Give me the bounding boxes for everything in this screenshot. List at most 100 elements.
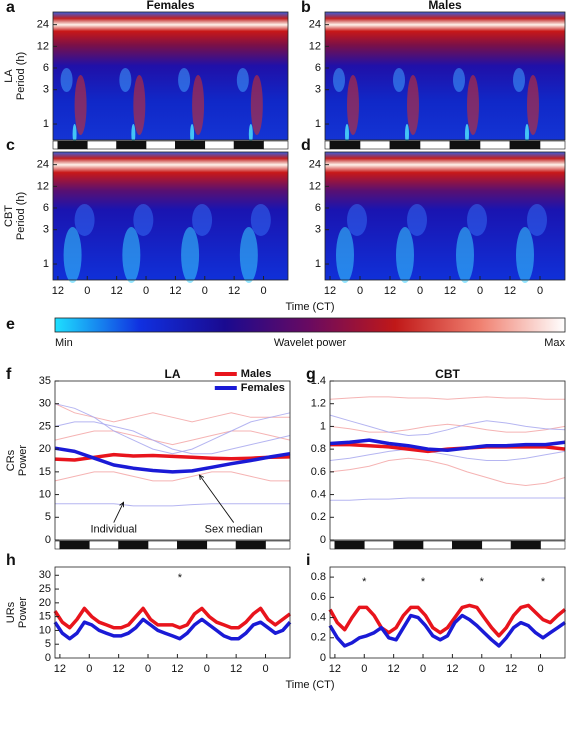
panel-letter: h [6,552,16,569]
texture [60,68,73,92]
light-phase [265,540,291,550]
y-tick-label: 24 [309,19,321,31]
x-tick-label: 12 [169,285,181,297]
heatmap [53,152,288,283]
texture [525,124,529,144]
x-tick-label: 0 [145,663,151,675]
texture [336,227,354,283]
y-tick-label: 0 [45,534,51,546]
legend-label: Females [241,382,285,394]
individual-line [54,403,291,455]
y-tick-label: 0.4 [311,488,326,500]
y-tick-label: 0 [45,652,51,664]
x-tick-label: 0 [262,663,268,675]
panel-letter: g [306,366,316,383]
annotation: Individual [91,523,137,535]
y-tick-label: 10 [39,624,51,636]
y-tick-label: 0.8 [311,443,326,455]
x-axis-label: Time (CT) [285,301,334,313]
x-tick-label: 0 [417,285,423,297]
y-tick-label: 0.4 [311,611,326,623]
y-axis-label: CBT [3,205,15,227]
y-tick-label: 25 [39,583,51,595]
dark-phase [510,540,541,550]
light-phase [419,140,451,150]
texture [407,75,419,135]
dark-phase [175,140,206,150]
y-tick-label: 0 [320,652,326,664]
x-tick-label: 0 [479,663,485,675]
y-tick-label: 24 [37,19,49,31]
y-tick-label: 1 [43,118,49,130]
annotation-arrow [198,474,235,523]
median-line [328,603,567,638]
texture [250,204,271,236]
plot-frame [324,151,566,281]
dark-phase [334,540,365,550]
panel-letter: e [6,316,15,333]
y-tick-label: 12 [37,40,49,52]
y-tick-label: 15 [39,611,51,623]
y-tick-label: 1 [315,258,321,270]
median-line [54,446,291,474]
panel-letter: a [6,0,15,16]
texture [74,204,95,236]
x-tick-label: 12 [505,663,517,675]
dark-phase [118,540,149,550]
x-tick-label: 12 [324,285,336,297]
texture [467,75,479,135]
dark-phase [509,140,541,150]
texture [465,124,469,144]
texture [133,75,146,135]
texture [407,204,427,236]
y-tick-label: 0.2 [311,632,326,644]
texture [131,124,136,144]
texture [393,68,405,92]
y-tick-label: 3 [315,84,321,96]
y-tick-label: 6 [43,62,49,74]
colorbar [54,317,566,333]
median-line [53,617,292,641]
annotation: * [362,576,367,588]
y-tick-label: 3 [43,84,49,96]
texture [192,75,205,135]
y-tick-label: 0.6 [311,591,326,603]
x-tick-label: 0 [537,285,543,297]
panel-letter: d [301,137,311,154]
x-tick-label: 0 [260,285,266,297]
y-tick-label: 6 [43,202,49,214]
annotation: * [178,572,183,584]
x-tick-label: 12 [171,663,183,675]
heatmap-field [53,12,288,140]
x-tick-label: 12 [52,285,64,297]
x-tick-label: 12 [384,285,396,297]
y-tick-label: 24 [37,159,49,171]
panel-title: CBT [435,367,460,381]
light-phase [540,540,566,550]
individual-line [329,448,566,461]
texture [347,75,359,135]
individual-line [54,430,291,446]
texture [181,227,200,283]
y-tick-label: 0.6 [311,466,326,478]
individual-line [54,421,291,455]
y-tick-label: 12 [309,40,321,52]
x-tick-label: 0 [357,285,363,297]
x-tick-label: 12 [444,285,456,297]
texture [63,227,82,283]
y-tick-label: 1 [320,420,326,432]
y-tick-label: 12 [309,180,321,192]
panel-title: Females [146,0,194,12]
light-phase [479,140,511,150]
x-tick-label: 0 [361,663,367,675]
x-tick-label: 0 [477,285,483,297]
plot-frame [52,151,289,281]
texture [453,68,465,92]
individual-line [54,403,290,423]
light-phase [329,540,336,550]
colorbar-max: Max [544,337,565,349]
annotation: Sex median [205,523,263,535]
y-tick-label: 24 [309,159,321,171]
